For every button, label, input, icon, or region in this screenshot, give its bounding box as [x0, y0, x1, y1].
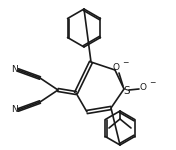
Text: O: O [140, 84, 146, 93]
Text: O: O [112, 63, 120, 72]
Text: N: N [12, 66, 18, 75]
Text: N: N [12, 105, 18, 114]
Text: −: − [122, 58, 128, 68]
Text: −: − [149, 78, 155, 87]
Text: S: S [124, 86, 130, 96]
